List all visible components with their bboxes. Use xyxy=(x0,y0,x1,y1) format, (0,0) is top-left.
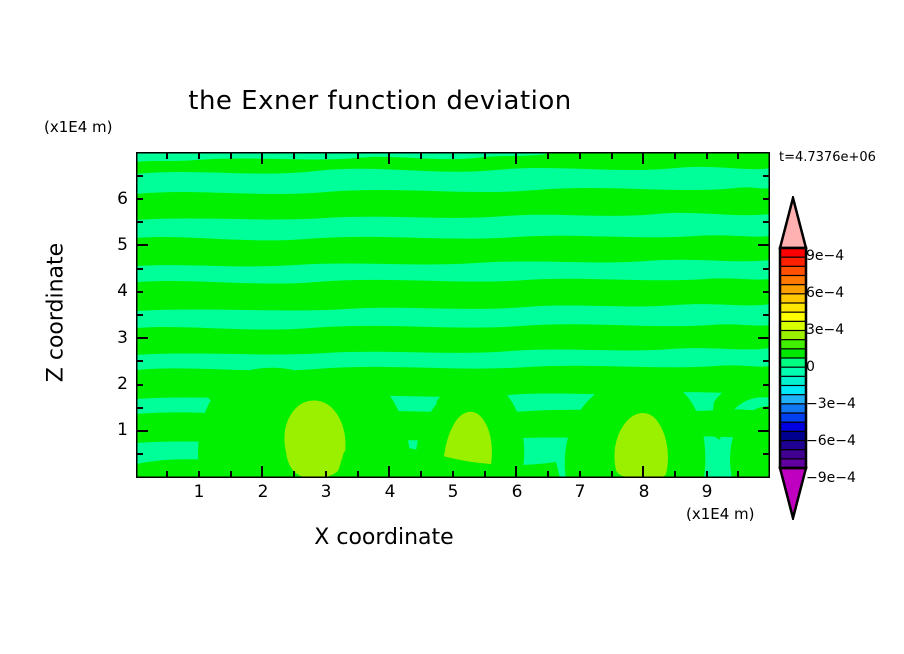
y-tick-label: 5 xyxy=(117,235,128,255)
x-tick-label: 6 xyxy=(511,482,523,502)
colorbar-band xyxy=(779,449,807,460)
contour-field-svg xyxy=(136,152,770,478)
colorbar-band xyxy=(779,320,807,332)
y-axis-title: Z coordinate xyxy=(43,242,69,383)
colorbar-band xyxy=(779,430,807,442)
x-tick-label: 9 xyxy=(701,482,713,502)
colorbar-band xyxy=(779,421,807,433)
x-tick-label: 4 xyxy=(384,482,396,502)
colorbar-band xyxy=(779,329,807,341)
colorbar-tick-label: 9e−4 xyxy=(806,248,845,264)
colorbar-tick-label: −6e−4 xyxy=(806,433,856,449)
y-tick-label: 4 xyxy=(117,281,128,301)
colorbar-band xyxy=(779,339,807,350)
x-axis-title: X coordinate xyxy=(314,525,454,550)
y-tick-label: 2 xyxy=(117,374,128,394)
y-tick-label: 3 xyxy=(117,328,128,348)
colorbar-band xyxy=(779,384,807,396)
colorbar-band xyxy=(779,394,807,405)
colorbar-under-arrow xyxy=(778,466,808,520)
colorbar-tick-label: −9e−4 xyxy=(806,470,856,486)
colorbar-bands xyxy=(779,247,807,469)
colorbar-band xyxy=(779,348,807,360)
colorbar-band xyxy=(779,403,807,415)
colorbar-band xyxy=(779,375,807,387)
colorbar-tick-label: 0 xyxy=(806,359,815,375)
colorbar-svg xyxy=(778,196,808,520)
colorbar-band xyxy=(779,284,807,295)
colorbar: 9e−4 6e−4 3e−4 0 −3e−4 −6e−4 −9e−4 xyxy=(776,196,896,520)
x-tick-label: 5 xyxy=(447,482,459,502)
y-tick-label: 1 xyxy=(117,420,128,440)
colorbar-band xyxy=(779,366,807,378)
colorbar-tick-label: 3e−4 xyxy=(806,322,845,338)
colorbar-band xyxy=(779,412,807,424)
colorbar-over-arrow xyxy=(778,196,808,250)
colorbar-band xyxy=(779,439,807,451)
colorbar-tick-label: −3e−4 xyxy=(806,396,856,412)
page-title: the Exner function deviation xyxy=(188,86,572,116)
y-axis-ticks xyxy=(136,175,770,455)
x-tick-label: 2 xyxy=(257,482,269,502)
timestamp-annotation: t=4.7376e+06 xyxy=(779,150,876,165)
x-axis-unit-label: (x1E4 m) xyxy=(686,505,755,523)
colorbar-band xyxy=(779,293,807,305)
colorbar-band xyxy=(779,302,807,314)
x-tick-label: 7 xyxy=(574,482,586,502)
x-tick-label: 8 xyxy=(638,482,650,502)
colorbar-band xyxy=(779,265,807,277)
colorbar-tick-label: 6e−4 xyxy=(806,285,845,301)
y-tick-label: 6 xyxy=(117,189,128,209)
x-axis-ticks xyxy=(166,152,770,478)
plume-structures xyxy=(136,367,770,478)
contour-plot-area xyxy=(136,152,770,478)
colorbar-band xyxy=(779,357,807,369)
colorbar-outline xyxy=(778,246,808,470)
colorbar-band xyxy=(779,274,807,286)
x-tick-label: 1 xyxy=(193,482,205,502)
colorbar-band xyxy=(779,247,807,259)
colorbar-band xyxy=(779,256,807,268)
colorbar-band xyxy=(779,311,807,323)
x-tick-label: 3 xyxy=(320,482,332,502)
y-axis-unit-label: (x1E4 m) xyxy=(44,118,113,136)
